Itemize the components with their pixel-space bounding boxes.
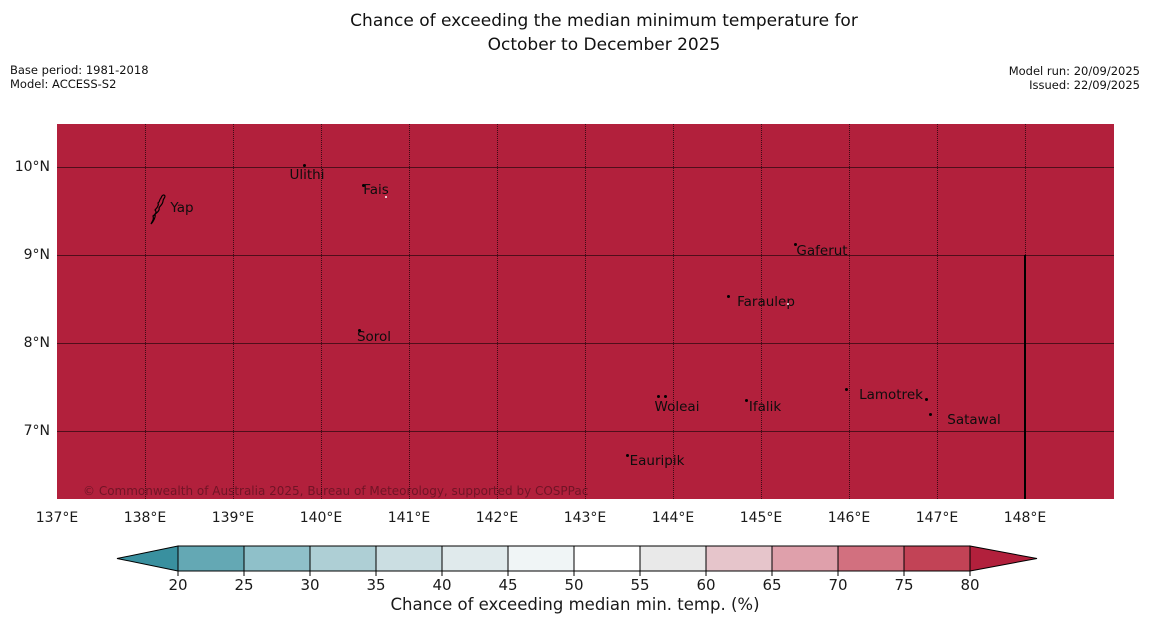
- copyright-text: © Commonwealth of Australia 2025, Bureau…: [83, 484, 589, 498]
- island-dot-ulithi: [303, 164, 306, 167]
- colorbar-seg-30-35: [309, 545, 377, 572]
- colorbar-tick-20: 20: [168, 576, 187, 594]
- colorbar-tick-80: 80: [960, 576, 979, 594]
- island-label-sorol: Sorol: [356, 329, 392, 345]
- colorbar: 20 25 30 35 40 45 50 55 60 65 70 75 80 C…: [116, 545, 1038, 614]
- colorbar-axis-label: Chance of exceeding median min. temp. (%…: [390, 595, 759, 614]
- colorbar-seg-20-25: [177, 545, 245, 572]
- island-label-eauripik: Eauripik: [629, 453, 685, 469]
- x-tick-140e: 140°E: [299, 510, 343, 526]
- island-dot-woleai-east: [664, 395, 667, 398]
- colorbar-tick-35: 35: [366, 576, 385, 594]
- x-tick-139e: 139°E: [211, 510, 255, 526]
- gridline-138e: [145, 124, 146, 499]
- gridline-141e: [409, 124, 410, 499]
- colorbar-seg-60-65: [705, 545, 773, 572]
- meta-left: Base period: 1981-2018 Model: ACCESS-S2: [10, 63, 149, 91]
- island-label-yap: Yap: [170, 200, 194, 216]
- y-tick-7n: 7°N: [23, 423, 50, 439]
- gridline-143e: [585, 124, 586, 499]
- island-speck-faraulep: [787, 303, 789, 305]
- x-tick-148e: 148°E: [1003, 510, 1047, 526]
- colorbar-seg-25-30: [243, 545, 311, 572]
- gridline-144e: [673, 124, 674, 499]
- island-dot-fais: [362, 184, 365, 187]
- model-text: Model: ACCESS-S2: [10, 77, 117, 91]
- island-dot-ifalik: [745, 399, 748, 402]
- colorbar-tick-55: 55: [630, 576, 649, 594]
- island-label-gaferut: Gaferut: [796, 243, 848, 259]
- island-label-lamotrek: Lamotrek: [859, 387, 923, 403]
- y-tick-10n: 10°N: [14, 159, 50, 175]
- colorbar-tick-65: 65: [762, 576, 781, 594]
- gridline-145e: [761, 124, 762, 499]
- colorbar-tick-70: 70: [828, 576, 847, 594]
- gridline-139e: [233, 124, 234, 499]
- map-panel: Yap Ulithi Fais Sorol Gaferut Faraulep W…: [57, 124, 1114, 499]
- x-tick-147e: 147°E: [915, 510, 959, 526]
- colorbar-seg-50-55: [573, 545, 641, 572]
- x-tick-138e: 138°E: [123, 510, 167, 526]
- island-dot-woleai-west: [657, 395, 660, 398]
- state-boundary-line: [1024, 255, 1026, 499]
- island-label-woleai: Woleai: [654, 399, 700, 415]
- x-tick-145e: 145°E: [739, 510, 783, 526]
- yap-island-outline: [150, 194, 166, 225]
- colorbar-seg-35-40: [375, 545, 443, 572]
- island-dot-faraulep: [727, 295, 730, 298]
- gridline-142e: [497, 124, 498, 499]
- colorbar-tick-30: 30: [300, 576, 319, 594]
- colorbar-tick-25: 25: [234, 576, 253, 594]
- island-label-fais: Fais: [363, 182, 389, 198]
- colorbar-tick-60: 60: [696, 576, 715, 594]
- x-tick-144e: 144°E: [651, 510, 695, 526]
- colorbar-seg-55-60: [639, 545, 707, 572]
- x-tick-142e: 142°E: [475, 510, 519, 526]
- gridline-140e: [321, 124, 322, 499]
- x-tick-146e: 146°E: [827, 510, 871, 526]
- colorbar-tick-75: 75: [894, 576, 913, 594]
- x-tick-143e: 143°E: [563, 510, 607, 526]
- x-tick-141e: 141°E: [387, 510, 431, 526]
- page-title: Chance of exceeding the median minimum t…: [204, 9, 1004, 57]
- y-tick-9n: 9°N: [23, 247, 50, 263]
- colorbar-arrow-right: [969, 545, 1038, 572]
- colorbar-tick-40: 40: [432, 576, 451, 594]
- colorbar-seg-65-70: [771, 545, 839, 572]
- issued-text: Issued: 22/09/2025: [1029, 78, 1140, 92]
- colorbar-tick-50: 50: [564, 576, 583, 594]
- gridline-147e: [937, 124, 938, 499]
- colorbar-seg-40-45: [441, 545, 509, 572]
- island-dot-lamotrek: [845, 388, 848, 391]
- title-line-2: October to December 2025: [487, 35, 721, 55]
- colorbar-seg-75-80: [903, 545, 971, 572]
- base-period-text: Base period: 1981-2018: [10, 63, 149, 77]
- island-label-satawal: Satawal: [947, 412, 1001, 428]
- island-speck-fais: [385, 196, 387, 198]
- x-tick-137e: 137°E: [35, 510, 79, 526]
- colorbar-seg-45-50: [507, 545, 575, 572]
- colorbar-arrow-left: [116, 545, 179, 572]
- model-run-text: Model run: 20/09/2025: [1008, 64, 1140, 78]
- island-label-ulithi: Ulithi: [289, 167, 325, 183]
- island-label-faraulep: Faraulep: [737, 294, 795, 310]
- gridline-146e: [849, 124, 850, 499]
- colorbar-tick-45: 45: [498, 576, 517, 594]
- meta-right: Model run: 20/09/2025 Issued: 22/09/2025: [1009, 64, 1140, 92]
- island-dot-eauripik: [626, 454, 629, 457]
- island-dot-gaferut: [794, 243, 797, 246]
- y-tick-8n: 8°N: [23, 335, 50, 351]
- island-dot-satawal: [929, 413, 932, 416]
- title-line-1: Chance of exceeding the median minimum t…: [350, 11, 858, 31]
- island-dot-lamotrek-east: [925, 398, 928, 401]
- island-dot-sorol: [358, 329, 361, 332]
- colorbar-seg-70-75: [837, 545, 905, 572]
- island-label-ifalik: Ifalik: [748, 399, 782, 415]
